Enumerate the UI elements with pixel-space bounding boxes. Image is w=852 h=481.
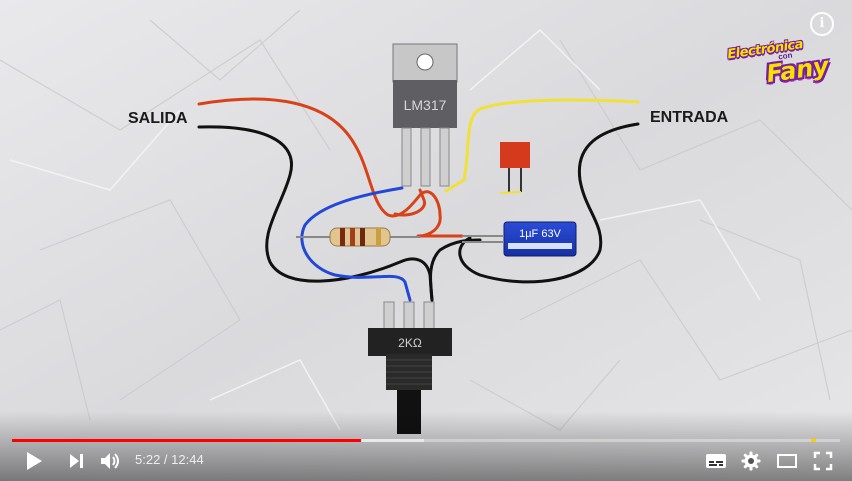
theater-button[interactable] xyxy=(774,448,800,474)
duration: 12:44 xyxy=(171,452,204,467)
next-button[interactable] xyxy=(64,448,88,474)
info-icon[interactable]: i xyxy=(810,12,834,36)
progress-played xyxy=(12,439,361,442)
wire-input-yellow xyxy=(444,98,640,193)
resistor xyxy=(296,227,420,247)
logo-line3: Fany xyxy=(764,51,831,89)
fullscreen-icon xyxy=(813,451,833,471)
input-label: ENTRADA xyxy=(650,109,729,126)
progress-bar[interactable] xyxy=(12,439,840,442)
volume-icon xyxy=(101,453,119,469)
wire-blue xyxy=(300,186,412,302)
subtitles-icon xyxy=(706,454,726,468)
time-display: 5:22 / 12:44 xyxy=(135,452,204,467)
ceramic-capacitor xyxy=(499,142,530,194)
next-icon xyxy=(70,454,83,468)
settings-button[interactable] xyxy=(738,448,764,474)
volume-button[interactable] xyxy=(98,448,124,474)
lm317-regulator xyxy=(392,43,458,187)
electrolytic-capacitor xyxy=(462,221,577,257)
wire-input-black xyxy=(458,122,640,284)
capacitor-label: 1µF 63V xyxy=(519,228,561,240)
play-button[interactable] xyxy=(22,448,46,474)
time-separator: / xyxy=(160,452,172,467)
theater-icon xyxy=(777,454,797,468)
wire-ground-black xyxy=(197,125,434,302)
lm317-label: LM317 xyxy=(404,97,447,113)
settings-icon xyxy=(741,451,761,471)
controls-overlay xyxy=(0,411,852,481)
output-label: SALIDA xyxy=(128,110,188,127)
current-time: 5:22 xyxy=(135,452,161,467)
ad-marker xyxy=(811,439,817,442)
wire-output-red xyxy=(197,97,464,238)
play-icon xyxy=(27,452,42,470)
fullscreen-button[interactable] xyxy=(810,448,836,474)
potentiometer xyxy=(368,301,452,434)
subtitles-button[interactable] xyxy=(703,448,729,474)
potentiometer-label: 2KΩ xyxy=(398,336,422,350)
